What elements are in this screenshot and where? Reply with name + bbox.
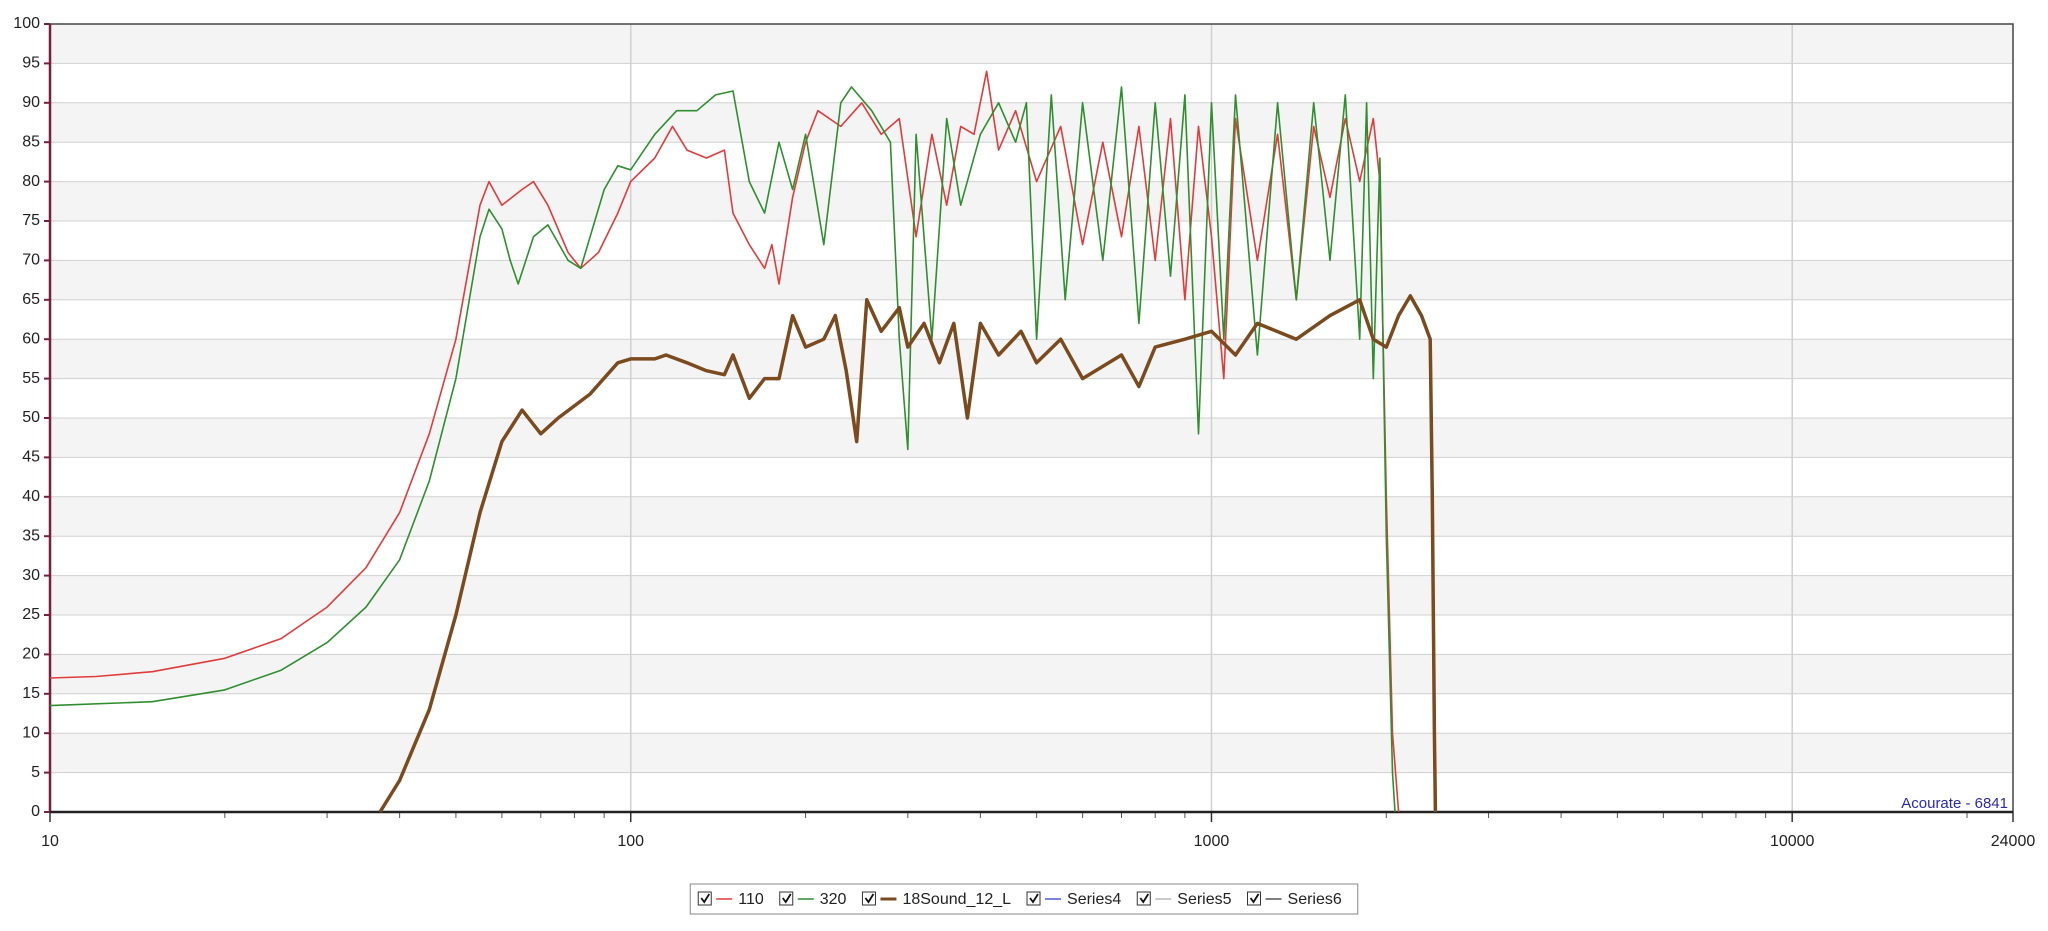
y-tick-label: 85 xyxy=(22,133,40,150)
y-tick-label: 75 xyxy=(22,212,40,229)
annotation: Acourate - 6841 xyxy=(1901,795,2008,812)
y-tick-label: 25 xyxy=(22,606,40,623)
legend-checkbox[interactable] xyxy=(1136,891,1151,906)
y-tick-label: 50 xyxy=(22,409,40,426)
y-tick-label: 30 xyxy=(22,567,40,584)
series-line xyxy=(49,86,1396,813)
grid-band xyxy=(50,24,2013,64)
y-tick-label: 15 xyxy=(22,685,40,702)
legend-label: 18Sound_12_L xyxy=(902,891,1011,908)
legend-check xyxy=(1249,893,1260,904)
legend-label: Series6 xyxy=(1288,891,1342,908)
legend-label: 320 xyxy=(820,891,847,908)
y-tick-label: 80 xyxy=(22,173,40,190)
legend-label: 110 xyxy=(738,891,764,908)
x-tick-label: 10000 xyxy=(1770,833,1815,850)
x-tick-label: 24000 xyxy=(1991,833,2036,850)
y-tick-label: 45 xyxy=(22,449,40,466)
y-tick-label: 95 xyxy=(22,55,40,72)
grid-band xyxy=(50,418,2013,458)
x-tick-label: 100 xyxy=(617,833,644,850)
legend-checkbox[interactable] xyxy=(779,891,794,906)
y-tick-label: 40 xyxy=(22,488,40,505)
grid-band xyxy=(50,575,2013,615)
grid-band xyxy=(50,102,2013,143)
legend-checkbox[interactable] xyxy=(1247,891,1262,906)
y-tick-label: 20 xyxy=(22,646,40,663)
y-tick-label: 65 xyxy=(22,291,40,308)
grid-band xyxy=(50,496,2013,537)
legend: 110 320 18Sound_12_L Series4 Series5 Series6 xyxy=(689,883,1359,915)
legend-label: Series4 xyxy=(1067,891,1121,908)
y-tick-label: 5 xyxy=(31,764,40,781)
x-tick-label: 1000 xyxy=(1194,833,1230,850)
legend-check xyxy=(782,893,792,904)
grid-band xyxy=(50,733,2013,773)
legend-checkbox[interactable] xyxy=(861,891,876,906)
y-tick-label: 0 xyxy=(31,803,40,820)
y-tick-label: 35 xyxy=(22,527,40,544)
grid-band xyxy=(50,654,2013,694)
series-line xyxy=(49,70,1400,813)
y-tick-label: 10 xyxy=(22,724,40,741)
legend-checkbox[interactable] xyxy=(697,891,712,906)
y-tick-label: 100 xyxy=(13,15,40,32)
legend-check xyxy=(1029,893,1039,904)
y-tick-label: 55 xyxy=(22,370,40,387)
x-tick-label: 10 xyxy=(41,833,59,850)
grid-band xyxy=(50,339,2013,379)
legend-check xyxy=(1139,893,1150,904)
y-tick-label: 60 xyxy=(22,330,40,347)
legend-checkbox[interactable] xyxy=(1026,891,1041,906)
legend-check xyxy=(864,893,875,904)
grid-band xyxy=(50,260,2013,300)
y-tick-label: 90 xyxy=(22,94,40,111)
legend-check xyxy=(700,893,710,904)
y-tick-label: 70 xyxy=(22,252,40,269)
series-line xyxy=(378,294,1438,813)
legend-label: Series5 xyxy=(1177,891,1231,908)
